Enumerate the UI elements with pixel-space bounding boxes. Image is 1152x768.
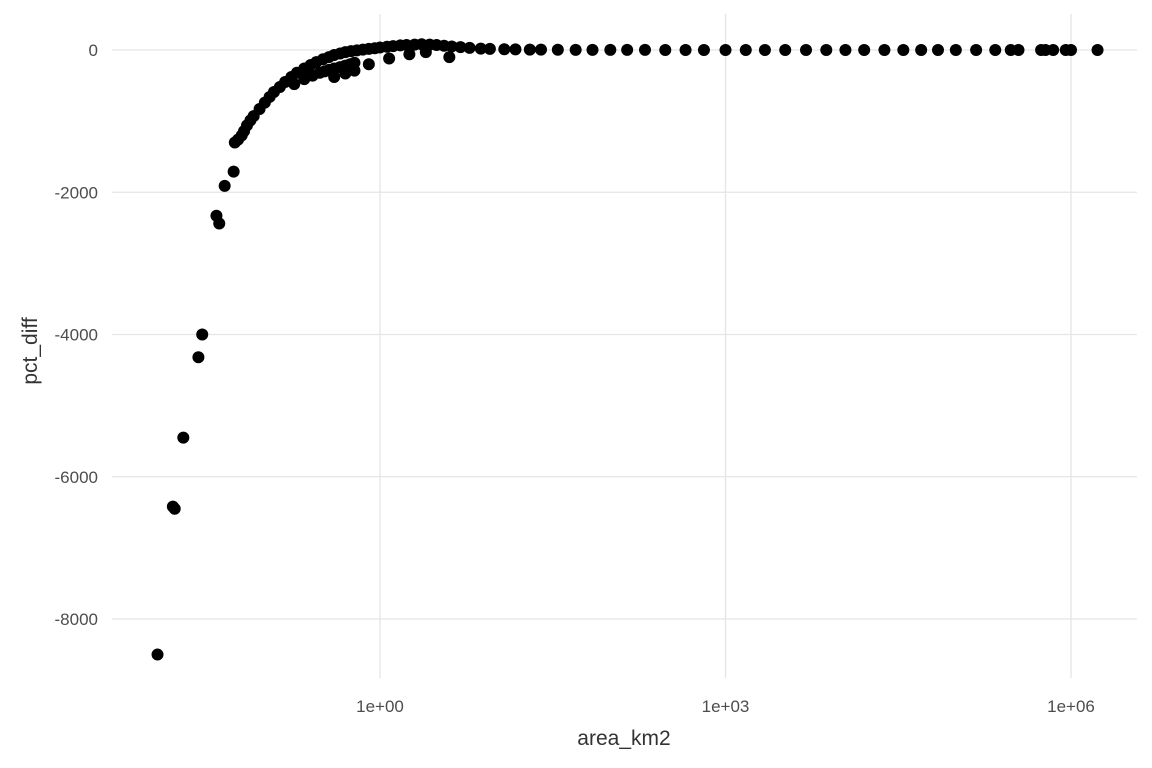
data-point — [362, 58, 375, 71]
data-point — [483, 42, 496, 55]
data-point — [878, 44, 891, 56]
data-point — [931, 44, 944, 56]
data-point — [697, 44, 710, 56]
data-point — [758, 44, 771, 56]
data-point — [604, 43, 617, 56]
y-tick-label: -8000 — [55, 610, 98, 629]
data-point — [858, 44, 871, 56]
data-point — [445, 40, 458, 53]
data-point — [739, 44, 752, 56]
data-point — [915, 44, 928, 56]
data-point — [1091, 44, 1104, 56]
data-point — [419, 46, 432, 59]
data-point — [1065, 44, 1077, 56]
data-point — [463, 41, 476, 54]
data-point — [474, 42, 487, 55]
y-tick-label: -6000 — [55, 468, 98, 487]
data-point — [339, 67, 352, 80]
data-point — [403, 48, 416, 61]
data-point — [621, 43, 634, 56]
y-tick-label: 0 — [89, 41, 98, 60]
data-point — [551, 43, 564, 56]
data-point — [839, 44, 852, 56]
data-point — [800, 44, 812, 56]
data-point — [1047, 44, 1060, 56]
x-tick-label: 1e+00 — [356, 697, 404, 716]
x-tick-label: 1e+06 — [1047, 697, 1095, 716]
data-point — [227, 165, 240, 178]
data-point — [498, 43, 511, 56]
data-point — [328, 71, 341, 84]
data-point — [535, 43, 547, 56]
data-point — [949, 44, 962, 56]
data-point — [168, 502, 181, 515]
data-point — [348, 64, 361, 77]
data-point — [523, 43, 536, 56]
data-point — [383, 52, 396, 65]
data-point — [509, 43, 522, 56]
data-point — [820, 44, 833, 56]
data-point — [196, 328, 209, 341]
data-point — [151, 648, 164, 661]
data-point — [679, 44, 692, 56]
data-point — [719, 44, 732, 56]
y-tick-label: -2000 — [55, 183, 98, 202]
data-point — [218, 179, 231, 192]
y-axis-title: pct_diff — [19, 317, 42, 384]
x-axis-title: area_km2 — [577, 727, 670, 750]
data-point — [970, 44, 983, 56]
data-point — [989, 44, 1002, 56]
data-point — [586, 43, 599, 56]
data-point — [897, 44, 910, 56]
data-point — [192, 351, 205, 364]
grid — [112, 14, 1137, 678]
data-points — [151, 38, 1104, 661]
data-point — [288, 78, 301, 91]
data-point — [779, 44, 792, 56]
data-point — [213, 217, 226, 230]
y-tick-label: -4000 — [55, 326, 98, 345]
data-point — [569, 43, 582, 56]
data-point — [659, 44, 672, 56]
data-point — [639, 43, 651, 56]
x-tick-label: 1e+03 — [702, 697, 750, 716]
data-point — [454, 41, 467, 54]
data-point — [443, 51, 456, 64]
tick-labels: 1e+00 1e+03 1e+06 0 -2000 -4000 -6000 -8000 — [55, 41, 1095, 716]
data-point — [1012, 44, 1025, 56]
data-point — [177, 431, 190, 444]
